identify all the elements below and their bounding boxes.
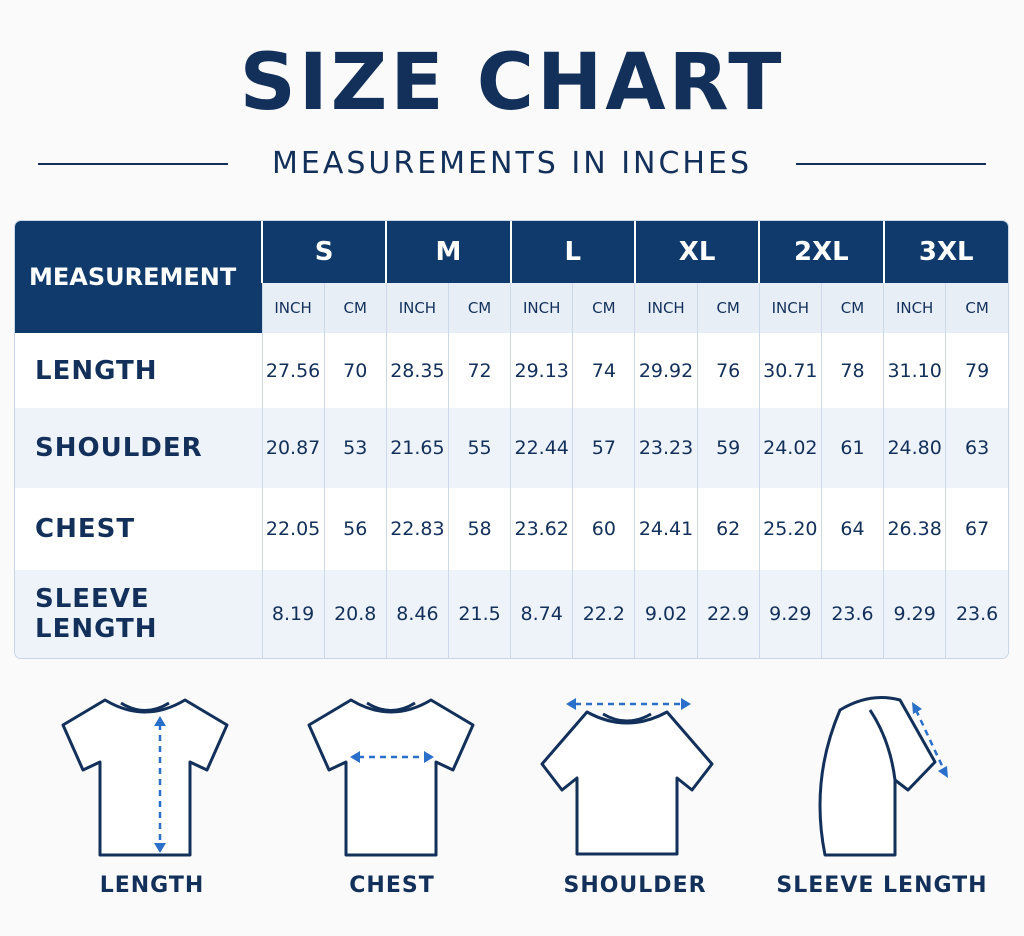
cell: 21.65 [385, 408, 449, 488]
diagram-label: CHEST [349, 873, 434, 898]
cell: 56 [323, 488, 387, 570]
size-header: XL [633, 221, 760, 283]
sleeve-diagram: SLEEVE LENGTH [776, 696, 987, 898]
rule [796, 163, 986, 165]
unit-header: CM [323, 283, 387, 333]
unit-header: INCH [758, 283, 822, 333]
unit-header: INCH [385, 283, 449, 333]
row-label: CHEST [15, 488, 262, 570]
cell: 63 [945, 408, 1008, 488]
row-label: SHOULDER [15, 408, 262, 488]
cell: 29.13 [510, 333, 573, 408]
cell: 30.71 [758, 333, 822, 408]
data-row: CHEST 22.05 56 22.83 58 23.62 60 24.41 62 25.20 64… [15, 488, 1008, 570]
cell: 25.20 [758, 488, 822, 570]
cell: 72 [447, 333, 511, 408]
cell: 20.87 [261, 408, 325, 488]
length-diagram: LENGTH [61, 698, 229, 898]
unit-header: CM [820, 283, 884, 333]
corner-header: MEASUREMENT [15, 221, 262, 333]
header-row: MEASUREMENT S M L XL 2XL 3XL [15, 221, 1008, 333]
cell: 22.05 [261, 488, 325, 570]
cell: 58 [447, 488, 511, 570]
cell: 23.23 [634, 408, 698, 488]
data-row: SHOULDER 20.87 53 21.65 55 22.44 57 23.23 59 24.0… [15, 408, 1008, 488]
cell: 27.56 [261, 333, 325, 408]
diagram-label: LENGTH [100, 873, 205, 898]
unit-header: INCH [261, 283, 325, 333]
cell: 64 [820, 488, 884, 570]
cell: 70 [323, 333, 387, 408]
cell: 31.10 [883, 333, 946, 408]
cell: 57 [572, 408, 635, 488]
cell: 20.8 [323, 570, 387, 658]
rule [38, 163, 228, 165]
cell: 26.38 [883, 488, 946, 570]
unit-row: INCH CM INCH CM INCH CM INCH CM INCH CM INCH CM [15, 283, 1008, 333]
data-row: SLEEVE LENGTH 8.19 20.8 8.46 21.5 8.74 22.2 9.0… [15, 570, 1008, 658]
cell: 24.80 [883, 408, 946, 488]
cell: 61 [820, 408, 884, 488]
unit-header: CM [572, 283, 635, 333]
cell: 22.83 [385, 488, 449, 570]
cell: 24.41 [634, 488, 698, 570]
cell: 78 [820, 333, 884, 408]
row-label: SLEEVE LENGTH [15, 570, 262, 658]
size-table: MEASUREMENT S M L XL 2XL 3XL INCH CM INCH CM INCH CM… [15, 221, 1008, 658]
cell: 79 [945, 333, 1008, 408]
shoulder-diagram: SHOULDER [540, 698, 714, 898]
size-header: L [509, 221, 635, 283]
size-header: 3XL [882, 221, 1008, 283]
cell: 23.6 [945, 570, 1008, 658]
cell: 22.9 [696, 570, 760, 658]
unit-header: CM [447, 283, 511, 333]
cell: 9.02 [634, 570, 698, 658]
size-header: S [260, 221, 387, 283]
row-label: LENGTH [15, 333, 262, 408]
cell: 23.62 [510, 488, 573, 570]
row-label-text: SLEEVE LENGTH [35, 584, 158, 644]
cell: 8.19 [261, 570, 325, 658]
cell: 62 [696, 488, 760, 570]
cell: 55 [447, 408, 511, 488]
chest-diagram: CHEST [307, 698, 475, 898]
unit-header: CM [696, 283, 760, 333]
size-header: M [385, 221, 511, 283]
cell: 8.46 [385, 570, 449, 658]
cell: 9.29 [883, 570, 946, 658]
cell: 67 [945, 488, 1008, 570]
unit-header: INCH [510, 283, 573, 333]
unit-header: INCH [634, 283, 698, 333]
subtitle: MEASUREMENTS IN INCHES [272, 146, 752, 181]
cell: 60 [572, 488, 635, 570]
cell: 24.02 [758, 408, 822, 488]
data-row: LENGTH 27.56 70 28.35 72 29.13 74 29.92 76 30.71 7… [15, 333, 1008, 408]
cell: 28.35 [385, 333, 449, 408]
cell: 9.29 [758, 570, 822, 658]
cell: 22.2 [572, 570, 635, 658]
cell: 59 [696, 408, 760, 488]
cell: 53 [323, 408, 387, 488]
cell: 21.5 [447, 570, 511, 658]
diagram-label: SHOULDER [563, 873, 706, 898]
diagram-label: SLEEVE LENGTH [776, 873, 987, 898]
row-label-text: SHOULDER [35, 433, 203, 463]
unit-header: INCH [883, 283, 946, 333]
cell: 23.6 [820, 570, 884, 658]
size-header: 2XL [758, 221, 884, 283]
unit-header: CM [945, 283, 1008, 333]
cell: 76 [696, 333, 760, 408]
cell: 74 [572, 333, 635, 408]
row-label-text: CHEST [35, 514, 136, 544]
title: SIZE CHART [239, 38, 785, 128]
cell: 8.74 [510, 570, 573, 658]
cell: 22.44 [510, 408, 573, 488]
cell: 29.92 [634, 333, 698, 408]
row-label-text: LENGTH [35, 355, 158, 386]
